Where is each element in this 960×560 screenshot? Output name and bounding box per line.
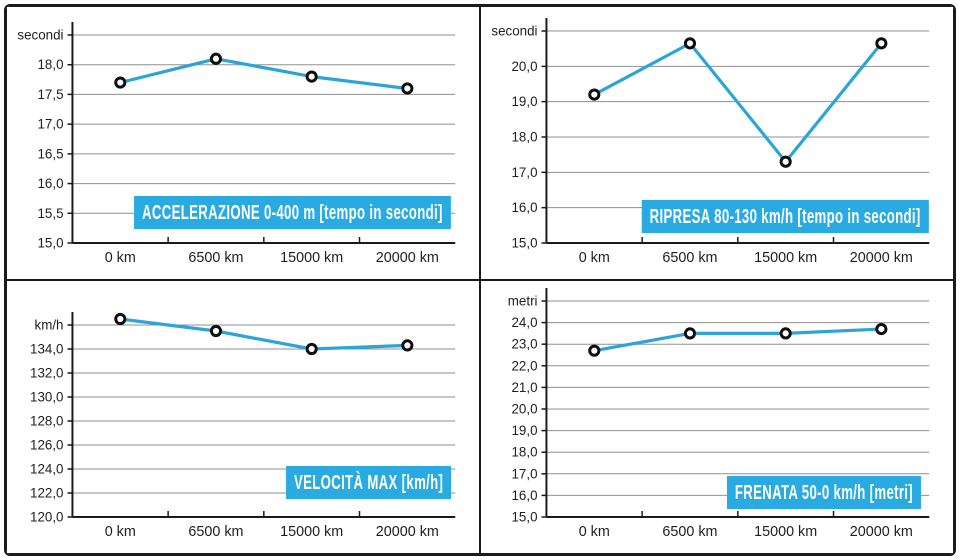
panel-frenata: metri 24,0 23,0 22,0 21,0 20,0 19,0 18,0 17,0 16,… [480, 280, 954, 554]
data-point-marker [209, 324, 223, 338]
y-tick-label: 134,0 [30, 341, 63, 356]
y-tick-label: 15,0 [511, 509, 537, 524]
frenata-title-banner: FRENATA 50-0 km/h [metri] [726, 476, 921, 509]
y-axis-unit-label: metri [508, 293, 538, 308]
data-point-marker [114, 76, 127, 89]
data-point-marker [305, 342, 318, 356]
y-tick-label: 16,0 [511, 200, 537, 215]
data-line [118, 57, 409, 91]
y-tick-label: 16,5 [37, 146, 63, 161]
x-tick-label: 0 km [579, 524, 610, 540]
data-line [118, 317, 409, 351]
y-tick-label: 24,0 [511, 315, 537, 330]
x-tick-label: 20000 km [376, 524, 439, 540]
panel-ripresa: secondi 20,0 19,0 18,0 17,0 16,0 15,0 0 km 6500 … [480, 6, 954, 280]
x-tick-label: 0 km [105, 524, 136, 540]
data-point-marker [588, 88, 601, 101]
y-tick-label: 122,0 [30, 485, 63, 500]
y-tick-label: 120,0 [30, 509, 63, 524]
y-tick-label: 18,0 [511, 445, 537, 460]
y-tick-label: 19,0 [511, 94, 537, 109]
y-tick-label: 20,0 [511, 59, 537, 74]
y-tick-label: 19,0 [511, 423, 537, 438]
panel-accelerazione: secondi 18,0 17,5 17,0 16,5 16,0 15,5 15,0 0 km 6… [6, 6, 480, 280]
panel-velocita-max: km/h 134,0 132,0 130,0 128,0 126,0 124,0 122,0 1… [6, 280, 480, 554]
test-results-chart-grid: secondi 18,0 17,5 17,0 16,5 16,0 15,5 15,0 0 km 6… [4, 4, 956, 556]
y-tick-label: 132,0 [30, 365, 63, 380]
y-tick-label: 128,0 [30, 413, 63, 428]
y-tick-label: 17,0 [511, 165, 537, 180]
y-tick-label: 21,0 [511, 380, 537, 395]
x-tick-label: 20000 km [850, 250, 913, 266]
x-tick-label: 0 km [105, 250, 136, 266]
data-point-marker [401, 82, 414, 95]
y-tick-label: 17,0 [511, 466, 537, 481]
data-point-marker [114, 312, 127, 326]
x-tick-label: 15000 km [754, 524, 817, 540]
x-tick-label: 15000 km [280, 524, 343, 540]
y-tick-label: 17,0 [37, 117, 63, 132]
x-tick-label: 15000 km [280, 250, 343, 266]
y-axis-unit-label: km/h [35, 317, 64, 332]
y-tick-label: 15,0 [511, 235, 537, 250]
y-tick-label: 20,0 [511, 401, 537, 416]
data-point-marker [779, 327, 792, 340]
x-tick-label: 15000 km [754, 250, 817, 266]
data-point-marker [209, 52, 223, 65]
y-tick-label: 18,0 [37, 57, 63, 72]
x-tick-label: 20000 km [850, 524, 913, 540]
data-line [592, 41, 883, 164]
data-point-marker [305, 70, 318, 83]
data-point-marker [875, 37, 888, 50]
data-point-marker [875, 322, 888, 336]
y-tick-label: 130,0 [30, 389, 63, 404]
data-point-marker [779, 155, 792, 168]
velocita-max-title-banner: VELOCITÀ MAX [km/h] [285, 466, 451, 499]
data-line [592, 327, 883, 353]
y-tick-label: 16,0 [37, 176, 63, 191]
y-tick-label: 17,5 [37, 87, 63, 102]
y-axis-unit-label: secondi [491, 23, 537, 38]
accelerazione-title-banner: ACCELERAZIONE 0-400 m [tempo in secondi] [134, 196, 451, 229]
x-tick-label: 0 km [579, 250, 610, 266]
accelerazione-line-chart: secondi 18,0 17,5 17,0 16,5 16,0 15,5 15,0 0 km 6… [17, 22, 456, 266]
x-tick-label: 6500 km [662, 524, 717, 540]
x-tick-label: 6500 km [188, 524, 243, 540]
x-tick-label: 20000 km [376, 250, 439, 266]
y-tick-label: 18,0 [511, 129, 537, 144]
ripresa-line-chart: secondi 20,0 19,0 18,0 17,0 16,0 15,0 0 km 6500 … [491, 18, 930, 266]
data-point-marker [401, 339, 414, 352]
y-tick-label: 22,0 [511, 358, 537, 373]
y-tick-label: 126,0 [30, 437, 63, 452]
x-tick-label: 6500 km [662, 250, 717, 266]
velocita-max-line-chart: km/h 134,0 132,0 130,0 128,0 126,0 124,0 122,0 1… [30, 312, 456, 540]
x-tick-label: 6500 km [188, 250, 243, 266]
data-point-marker [683, 327, 697, 340]
ripresa-title-banner: RIPRESA 80-130 km/h [tempo in secondi] [642, 200, 929, 233]
y-tick-label: 124,0 [30, 461, 63, 476]
y-tick-label: 15,0 [37, 235, 63, 250]
frenata-line-chart: metri 24,0 23,0 22,0 21,0 20,0 19,0 18,0 17,0 16,… [508, 288, 930, 540]
y-tick-label: 15,5 [37, 206, 63, 221]
y-tick-label: 16,0 [511, 488, 537, 503]
data-point-marker [588, 344, 601, 357]
y-tick-label: 23,0 [511, 337, 537, 352]
y-axis-unit-label: secondi [17, 27, 63, 42]
data-point-marker [683, 37, 697, 50]
